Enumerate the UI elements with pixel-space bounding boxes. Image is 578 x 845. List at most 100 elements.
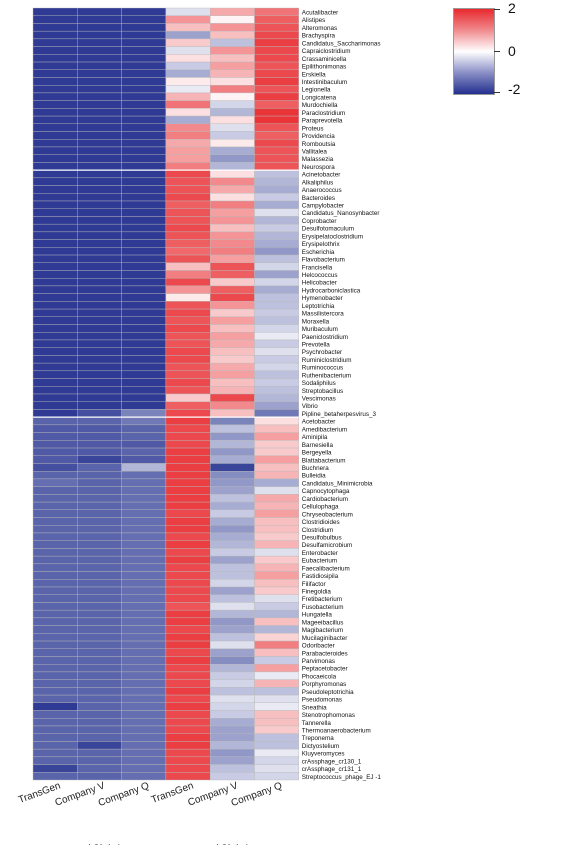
heatmap-cell	[165, 548, 211, 557]
heatmap-cell	[77, 625, 122, 634]
heatmap-cell	[254, 633, 299, 642]
heatmap-cell	[254, 262, 299, 271]
heatmap-cell	[165, 231, 211, 240]
heatmap-cell	[209, 509, 255, 518]
heatmap-cell	[77, 386, 122, 395]
heatmap-cell	[165, 254, 211, 263]
heatmap-cell	[77, 702, 122, 711]
heatmap-cell	[121, 424, 167, 433]
heatmap-cell	[165, 432, 211, 441]
heatmap-cell	[121, 532, 167, 541]
heatmap-cell	[209, 100, 255, 109]
heatmap-cell	[165, 146, 211, 155]
heatmap-cell	[121, 316, 167, 325]
heatmap-cell	[121, 509, 167, 518]
heatmap-cell	[165, 84, 211, 94]
heatmap-cell	[121, 432, 167, 441]
row-label: Streptobacillus	[302, 388, 343, 395]
heatmap-cell	[165, 409, 211, 418]
heatmap-cell	[32, 548, 78, 557]
heatmap-cell	[165, 115, 211, 125]
heatmap-cell	[121, 478, 167, 487]
heatmap-cell	[32, 38, 78, 47]
heatmap-cell	[121, 139, 167, 148]
heatmap-cell	[209, 278, 255, 287]
heatmap-cell	[77, 416, 122, 426]
heatmap-cell	[32, 278, 78, 287]
heatmap-cell	[254, 115, 299, 125]
heatmap-cell	[209, 409, 255, 418]
row-label: Massilistercora	[302, 311, 344, 318]
heatmap-cell	[254, 154, 299, 163]
heatmap-cell	[254, 301, 299, 310]
heatmap-cell	[77, 285, 122, 294]
row-label: Leptotrichia	[302, 303, 335, 310]
heatmap-cell	[121, 262, 167, 271]
row-label: Stenotrophomonas	[302, 712, 355, 719]
heatmap-cell	[254, 486, 299, 495]
row-label: Treponema	[302, 735, 334, 742]
heatmap-cell	[165, 308, 211, 317]
heatmap-cell	[254, 694, 299, 704]
row-label: Filifactor	[302, 581, 326, 588]
heatmap-cell	[254, 332, 299, 341]
heatmap-cell	[209, 131, 255, 140]
heatmap-cell	[77, 154, 122, 163]
heatmap-cell	[77, 131, 122, 140]
heatmap-cell	[32, 571, 78, 580]
heatmap-cell	[209, 687, 255, 696]
heatmap-cell	[209, 247, 255, 256]
heatmap-cell	[165, 54, 211, 63]
heatmap-cell	[77, 177, 122, 186]
heatmap-cell	[209, 316, 255, 325]
heatmap-cell	[209, 154, 255, 163]
heatmap-cell	[209, 625, 255, 634]
row-label: Alkaliphilus	[302, 179, 334, 186]
heatmap-cell	[121, 239, 167, 248]
heatmap-cell	[209, 548, 255, 557]
heatmap-cell	[254, 579, 299, 588]
heatmap-cell	[209, 77, 255, 86]
heatmap-cell	[77, 100, 122, 109]
heatmap-cell	[254, 386, 299, 395]
heatmap-cell	[209, 169, 255, 179]
heatmap-cell	[77, 200, 122, 209]
heatmap-cell	[165, 301, 211, 310]
heatmap-cell	[165, 378, 211, 387]
heatmap-cell	[209, 370, 255, 379]
heatmap-cell	[32, 115, 78, 125]
heatmap-cell	[32, 231, 78, 240]
heatmap-cell	[121, 185, 167, 194]
heatmap-cell	[77, 254, 122, 263]
heatmap-cell	[32, 656, 78, 665]
heatmap-cell	[254, 478, 299, 487]
heatmap-cells	[32, 7, 299, 781]
heatmap-cell	[77, 23, 122, 32]
heatmap-cell	[165, 285, 211, 294]
heatmap-cell	[121, 115, 167, 125]
heatmap-cell	[77, 301, 122, 310]
heatmap-cell	[254, 725, 299, 734]
row-label: Romboutsia	[302, 141, 336, 148]
heatmap-cell	[254, 54, 299, 63]
heatmap-cell	[209, 733, 255, 742]
heatmap-cell	[209, 525, 255, 534]
heatmap-cell	[32, 609, 78, 619]
heatmap-cell	[121, 586, 167, 595]
heatmap-cell	[165, 671, 211, 680]
heatmap-cell	[77, 409, 122, 418]
heatmap-cell	[209, 200, 255, 209]
heatmap-cell	[77, 594, 122, 603]
heatmap-cell	[77, 471, 122, 480]
heatmap-cell	[254, 193, 299, 202]
heatmap-cell	[165, 162, 211, 171]
heatmap-cell	[121, 702, 167, 711]
heatmap-cell	[209, 602, 255, 611]
heatmap-cell	[165, 702, 211, 711]
heatmap-cell	[254, 648, 299, 657]
heatmap-cell	[32, 262, 78, 271]
heatmap-cell	[121, 471, 167, 480]
heatmap-cell	[209, 270, 255, 279]
heatmap-cell	[165, 494, 211, 503]
